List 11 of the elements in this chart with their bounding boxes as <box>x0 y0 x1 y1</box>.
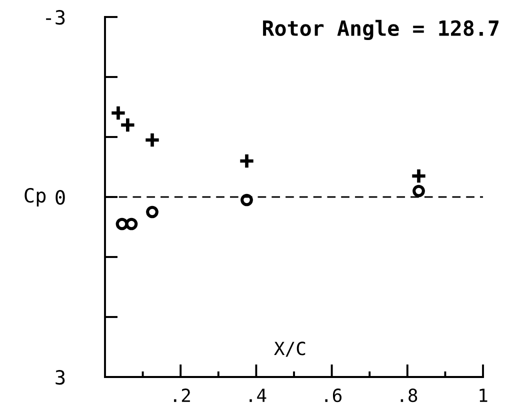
chart-title: Rotor Angle = 128.7 <box>263 20 498 40</box>
x-tick-label: .8 <box>400 388 418 402</box>
x-tick-label: 1 <box>480 388 488 402</box>
y-tick-label: -3 <box>46 10 65 25</box>
x-axis-title: X/C <box>274 342 306 357</box>
x-tick-label: .4 <box>250 388 266 402</box>
y-tick-label: 3 <box>56 370 65 385</box>
x-tick-label: .2 <box>174 388 190 402</box>
x-tick-label: .6 <box>325 388 342 402</box>
y-tick-label: 0 <box>56 190 65 205</box>
y-axis-title: Cp <box>24 188 46 206</box>
